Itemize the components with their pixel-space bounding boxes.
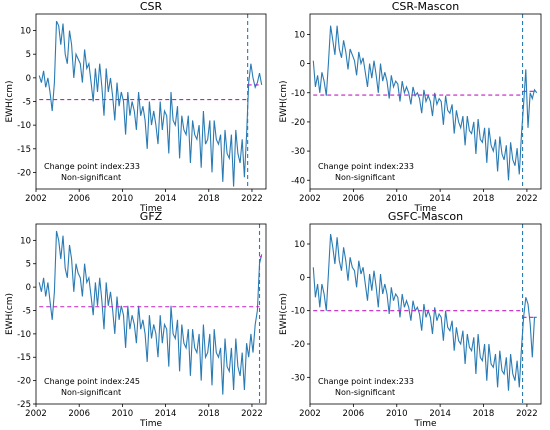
change-point-annotation: Change point index:233 (318, 162, 414, 171)
x-tick-label: 2014 (429, 194, 451, 204)
y-tick-label: -30 (291, 373, 305, 383)
x-tick-label: 2010 (112, 409, 134, 419)
y-tick-label: -5 (23, 306, 31, 316)
x-tick-label: 2018 (473, 194, 495, 204)
change-point-annotation: Change point index:233 (44, 162, 140, 171)
panel-title: CSR (140, 0, 163, 13)
x-tick-label: 2014 (155, 194, 177, 204)
x-tick-label: 2022 (241, 409, 263, 419)
x-tick-label: 2002 (25, 194, 47, 204)
y-tick-label: 0 (26, 283, 31, 293)
x-tick-label: 2018 (198, 409, 220, 419)
significance-annotation: Non-significant (61, 173, 121, 182)
x-axis-label: Time (413, 419, 436, 429)
x-tick-label: 2022 (516, 409, 538, 419)
x-tick-label: 2018 (473, 409, 495, 419)
x-tick-label: 2014 (155, 409, 177, 419)
x-tick-label: 2006 (343, 194, 365, 204)
y-tick-label: 10 (20, 236, 31, 246)
axes-frame (309, 223, 542, 405)
x-tick-label: 2010 (112, 194, 134, 204)
y-tick-label: 10 (294, 240, 305, 250)
y-tick-label: 0 (26, 74, 31, 84)
panel-title: CSR-Mascon (392, 0, 460, 13)
axes-frame (35, 223, 267, 405)
y-tick-label: 5 (26, 50, 31, 60)
y-tick-label: -10 (291, 89, 305, 99)
ewh-series-line (312, 233, 537, 391)
y-tick-label: -20 (291, 118, 305, 128)
ewh-series-line (312, 25, 538, 181)
panel-2: CSR-Mascon 2002 2006 2010 2014 2018 2022 -40 -30… (279, 0, 542, 214)
y-tick-label: 5 (26, 260, 31, 270)
y-tick-label: 10 (294, 30, 305, 40)
panel-1: CSR 2002 2006 2010 2014 2018 2022 -20 -15 -10 -5 0 5… (5, 0, 267, 214)
ewh-series-line (38, 230, 263, 395)
x-tick-label: 2010 (386, 409, 408, 419)
x-tick-label: 2002 (299, 409, 321, 419)
y-tick-label: -5 (23, 98, 31, 108)
change-point-annotation: Change point index:233 (318, 377, 414, 386)
y-tick-label: 0 (300, 60, 305, 70)
x-tick-label: 2006 (343, 409, 365, 419)
y-tick-label: -20 (17, 168, 31, 178)
y-tick-label: -15 (17, 145, 31, 155)
x-tick-label: 2014 (429, 409, 451, 419)
y-tick-label: -15 (17, 353, 31, 363)
x-axis-label: Time (139, 419, 162, 429)
y-axis-label: EWH(cm) (279, 80, 289, 122)
x-tick-label: 2010 (386, 194, 408, 204)
x-tick-label: 2002 (25, 409, 47, 419)
axes-frame (309, 13, 542, 190)
significance-annotation: Non-significant (335, 388, 395, 397)
y-tick-label: -25 (17, 400, 31, 410)
ewh-series-line (38, 20, 263, 187)
significance-annotation: Non-significant (335, 173, 395, 182)
x-tick-label: 2022 (516, 194, 538, 204)
panel-4: GSFC-Mascon 2002 2006 2010 2014 2018 2022 -30 -2… (279, 210, 542, 429)
y-axis-label: EWH(cm) (5, 80, 15, 122)
panel-title: GFZ (140, 210, 163, 223)
x-tick-label: 2002 (299, 194, 321, 204)
significance-annotation: Non-significant (61, 388, 121, 397)
y-tick-label: -30 (291, 147, 305, 157)
y-tick-label: -20 (291, 340, 305, 350)
y-tick-label: -10 (17, 330, 31, 340)
change-point-annotation: Change point index:245 (44, 377, 140, 386)
y-tick-label: -20 (17, 377, 31, 387)
y-tick-label: -10 (291, 307, 305, 317)
x-tick-label: 2006 (68, 194, 90, 204)
x-axis-label: Time (139, 204, 162, 214)
y-axis-label: EWH(cm) (5, 293, 15, 335)
y-tick-label: 10 (20, 27, 31, 37)
panel-title: GSFC-Mascon (388, 210, 463, 223)
x-axis-label: Time (413, 204, 436, 214)
y-tick-label: -10 (17, 121, 31, 131)
x-tick-label: 2006 (68, 409, 90, 419)
y-tick-label: 0 (300, 273, 305, 283)
x-tick-label: 2022 (241, 194, 263, 204)
y-tick-label: -40 (291, 176, 305, 186)
x-tick-label: 2018 (198, 194, 220, 204)
y-axis-label: EWH(cm) (279, 293, 289, 335)
panel-3: GFZ 2002 2006 2010 2014 2018 2022 -25 -20 -15 -10 -… (5, 210, 267, 429)
